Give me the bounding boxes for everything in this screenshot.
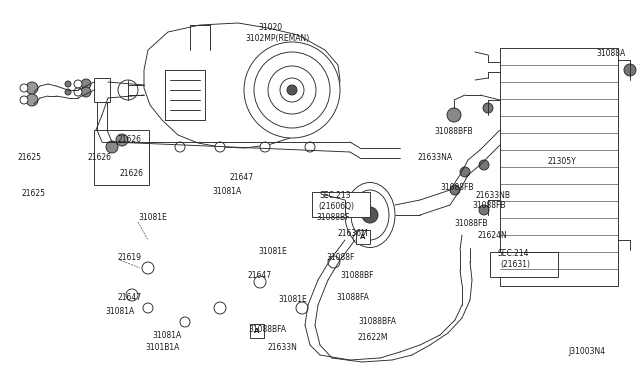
Bar [312,192,370,217]
Bar [356,230,370,244]
Text: 31020: 31020 [258,23,282,32]
Text: 3102MP(REMAN): 3102MP(REMAN) [245,33,309,42]
Bar [250,324,264,338]
Circle shape [26,82,38,94]
Text: 21633NB: 21633NB [476,192,511,201]
Text: 31088BFA: 31088BFA [358,317,396,327]
Text: 31088A: 31088A [596,49,625,58]
Circle shape [126,289,138,301]
Circle shape [296,302,308,314]
Text: 21626: 21626 [119,170,143,179]
Circle shape [175,142,185,152]
Circle shape [479,205,489,215]
Text: 31081E: 31081E [278,295,307,305]
Text: 31088BFA: 31088BFA [248,326,286,334]
Text: 21647: 21647 [248,272,272,280]
Circle shape [20,84,28,92]
Text: 21619: 21619 [118,253,142,263]
Text: 21622M: 21622M [358,334,388,343]
Bar [500,48,618,286]
Circle shape [81,79,91,89]
Text: 21647: 21647 [118,294,142,302]
Circle shape [74,88,82,96]
Circle shape [215,142,225,152]
Circle shape [450,185,460,195]
Circle shape [143,303,153,313]
Circle shape [65,81,71,87]
Ellipse shape [345,183,395,247]
Text: 3101B1A: 3101B1A [145,343,179,353]
Circle shape [244,42,340,138]
Text: 31081A: 31081A [212,187,241,196]
Text: SEC.214: SEC.214 [498,250,529,259]
Text: 21636M: 21636M [338,230,369,238]
Text: 31088BFB: 31088BFB [434,128,472,137]
Circle shape [479,160,489,170]
Circle shape [353,233,363,243]
Circle shape [362,207,378,223]
Circle shape [74,80,82,88]
Circle shape [483,103,493,113]
Text: 21624N: 21624N [478,231,508,241]
Text: 31081A: 31081A [152,331,181,340]
Circle shape [81,87,91,97]
Circle shape [268,66,316,114]
Circle shape [328,256,340,268]
Text: (21606Q): (21606Q) [318,202,354,212]
Circle shape [20,96,28,104]
Text: 21626: 21626 [118,135,142,144]
Text: 31081A: 31081A [105,308,134,317]
Text: J31003N4: J31003N4 [568,347,605,356]
Text: SEC.213: SEC.213 [320,192,351,201]
Text: 21633NA: 21633NA [418,154,453,163]
Text: 31081E: 31081E [138,214,167,222]
Text: 31088BF: 31088BF [340,272,374,280]
Text: 31088FB: 31088FB [440,183,474,192]
Text: 21647: 21647 [230,173,254,183]
Text: 31081E: 31081E [258,247,287,257]
Bar [490,252,558,277]
Circle shape [118,80,138,100]
Circle shape [106,141,118,153]
Circle shape [254,276,266,288]
Bar [94,78,110,102]
Text: 31088FA: 31088FA [336,294,369,302]
Circle shape [287,85,297,95]
Text: 21305Y: 21305Y [548,157,577,167]
Circle shape [214,302,226,314]
Circle shape [26,94,38,106]
Circle shape [116,134,128,146]
Text: 31088BF: 31088BF [316,214,349,222]
Text: 21633N: 21633N [268,343,298,353]
Circle shape [305,142,315,152]
Circle shape [460,167,470,177]
Circle shape [65,89,71,95]
Text: A: A [254,328,260,334]
Text: 21626: 21626 [88,154,112,163]
Circle shape [142,262,154,274]
Circle shape [624,64,636,76]
Text: 31088FB: 31088FB [454,219,488,228]
Bar [94,130,149,185]
Text: 21625: 21625 [22,189,46,199]
Text: 31088F: 31088F [326,253,355,263]
Circle shape [135,142,145,152]
Polygon shape [144,23,340,148]
Text: 31088FB: 31088FB [472,202,506,211]
Circle shape [447,108,461,122]
Text: 21625: 21625 [18,154,42,163]
Text: (21631): (21631) [500,260,530,269]
Circle shape [260,142,270,152]
Circle shape [180,317,190,327]
Circle shape [254,52,330,128]
Text: A: A [360,234,365,240]
Ellipse shape [351,190,389,240]
Circle shape [280,78,304,102]
